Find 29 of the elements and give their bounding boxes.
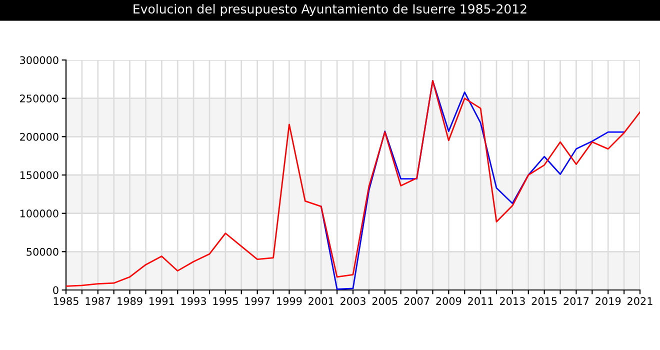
x-tick-label: 2009 (436, 297, 462, 306)
x-tick-label: 1995 (213, 297, 238, 306)
x-tick-label: 1999 (277, 297, 302, 306)
x-tick-label: 2015 (532, 297, 557, 306)
y-tick-label: 250000 (20, 94, 58, 102)
x-tick-label: 2007 (404, 297, 430, 306)
x-tick-label: 2017 (564, 297, 589, 306)
line-series (320, 80, 625, 290)
y-tick-label: 0 (53, 286, 58, 294)
x-tick-label: 2005 (372, 297, 398, 306)
x-tick-label: 1985 (54, 297, 78, 306)
x-tick-label: 2013 (500, 297, 525, 306)
x-tick-label: 2021 (628, 297, 652, 306)
x-tick-label: 2011 (468, 297, 493, 306)
x-tick-label: 2019 (596, 297, 621, 306)
y-tick-label: 100000 (20, 210, 58, 218)
y-tick-label: 150000 (20, 171, 58, 180)
x-tick-label: 1989 (118, 297, 142, 306)
y-tick-label: 200000 (20, 132, 58, 141)
x-tick-label: 1997 (245, 297, 270, 306)
chart-title: Evolucion del presupuesto Ayuntamiento de Isuerre 1985-2012 (134, 4, 526, 16)
line-series (66, 80, 640, 287)
x-tick-label: 2001 (308, 297, 334, 306)
x-tick-label: 2003 (340, 297, 366, 306)
x-tick-label: 1987 (86, 297, 110, 306)
x-tick-label: 1993 (181, 297, 206, 306)
x-tick-label: 1991 (150, 297, 174, 306)
y-tick-label: 50000 (26, 248, 58, 256)
y-tick-label: 300000 (20, 56, 58, 64)
